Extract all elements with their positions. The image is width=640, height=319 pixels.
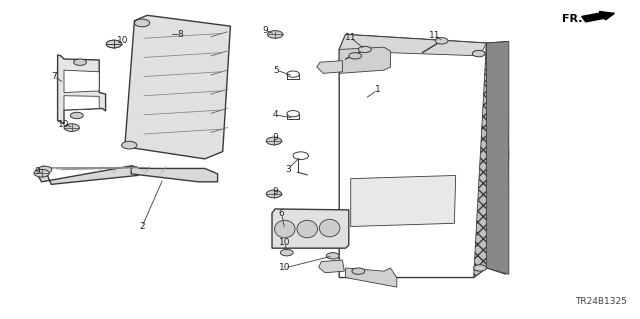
Text: 2: 2 xyxy=(140,222,145,231)
Text: 4: 4 xyxy=(273,110,278,119)
Ellipse shape xyxy=(275,220,295,238)
Text: 9: 9 xyxy=(273,187,278,196)
Circle shape xyxy=(70,112,83,119)
Text: 9: 9 xyxy=(263,26,268,35)
Polygon shape xyxy=(64,96,99,110)
Circle shape xyxy=(74,59,86,65)
Circle shape xyxy=(326,253,339,259)
Text: 8: 8 xyxy=(178,30,183,39)
Text: FR.: FR. xyxy=(562,13,582,24)
Text: 5: 5 xyxy=(274,66,279,75)
Circle shape xyxy=(472,50,485,57)
Polygon shape xyxy=(351,175,456,226)
Circle shape xyxy=(349,53,362,59)
Text: 1: 1 xyxy=(375,85,380,94)
Text: 9: 9 xyxy=(273,133,278,142)
Text: 10: 10 xyxy=(58,120,70,129)
Circle shape xyxy=(287,71,300,77)
Polygon shape xyxy=(339,34,486,56)
Circle shape xyxy=(352,268,365,274)
Text: 6: 6 xyxy=(279,209,284,218)
Circle shape xyxy=(358,46,371,53)
Text: 11: 11 xyxy=(429,31,441,40)
Polygon shape xyxy=(64,70,99,93)
Text: 9: 9 xyxy=(35,167,40,176)
Ellipse shape xyxy=(297,220,317,238)
FancyArrow shape xyxy=(582,11,614,22)
Polygon shape xyxy=(125,15,230,159)
Circle shape xyxy=(280,249,293,256)
Circle shape xyxy=(106,40,122,48)
Polygon shape xyxy=(131,166,218,182)
Circle shape xyxy=(122,141,137,149)
Ellipse shape xyxy=(319,219,340,237)
Circle shape xyxy=(134,19,150,27)
Text: 3: 3 xyxy=(285,165,291,174)
Text: 7: 7 xyxy=(52,72,57,81)
Circle shape xyxy=(38,166,52,173)
Text: 10: 10 xyxy=(279,263,291,272)
Circle shape xyxy=(268,31,283,38)
Polygon shape xyxy=(317,61,342,73)
Circle shape xyxy=(474,265,486,271)
Polygon shape xyxy=(346,268,397,287)
Circle shape xyxy=(34,169,49,177)
Polygon shape xyxy=(339,34,486,278)
Circle shape xyxy=(287,111,300,117)
Circle shape xyxy=(64,124,79,131)
Circle shape xyxy=(293,152,308,160)
Polygon shape xyxy=(339,47,390,73)
Circle shape xyxy=(266,137,282,145)
Circle shape xyxy=(266,190,282,198)
Circle shape xyxy=(106,40,122,48)
Polygon shape xyxy=(486,41,509,274)
Text: TR24B1325: TR24B1325 xyxy=(575,297,627,306)
Polygon shape xyxy=(272,209,349,248)
Text: 11: 11 xyxy=(345,33,356,42)
Text: 10: 10 xyxy=(279,238,291,247)
Circle shape xyxy=(435,38,448,44)
Polygon shape xyxy=(37,166,141,184)
Text: 10: 10 xyxy=(117,36,129,45)
Polygon shape xyxy=(319,260,344,273)
Polygon shape xyxy=(474,41,509,278)
Polygon shape xyxy=(58,55,106,124)
